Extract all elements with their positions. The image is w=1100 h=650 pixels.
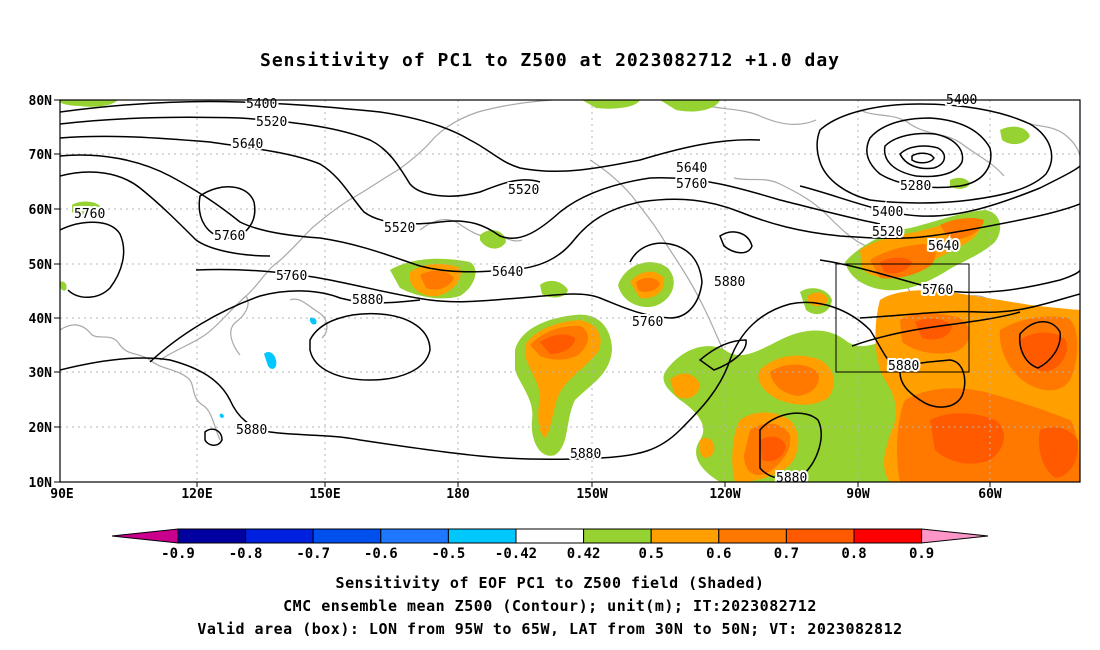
- colorbar-label: -0.5: [432, 546, 466, 562]
- colorbar: -0.9 -0.8 -0.7 -0.6 -0.5 -0.42 0.42 0.5 …: [111, 528, 989, 562]
- map-panel: 5400 5520 5640 5760 5760 5760 5520 5520 …: [59, 91, 1081, 488]
- lat-label: 70N: [29, 148, 53, 163]
- lon-label: 120E: [181, 487, 212, 502]
- contour-label: 5880: [570, 447, 601, 462]
- colorbar-label: -0.42: [495, 546, 537, 562]
- colorbar-cell: [515, 528, 585, 544]
- colorbar-cell: [583, 528, 652, 544]
- lon-label: 60W: [978, 487, 1002, 502]
- gridlines: [60, 100, 1080, 482]
- lon-label: 180: [446, 487, 470, 502]
- contour-label: 5880: [714, 275, 745, 290]
- colorbar-label: 0.5: [639, 546, 664, 562]
- colorbar-label: 0.7: [774, 546, 799, 562]
- colorbar-label: -0.8: [229, 546, 263, 562]
- z500-contours: [60, 100, 1080, 480]
- lon-label: 150E: [309, 487, 340, 502]
- contour-label: 5760: [632, 315, 663, 330]
- contour-label: 5520: [384, 221, 415, 236]
- contour-label: 5760: [922, 283, 953, 298]
- colorbar-cell: [177, 528, 247, 544]
- colorbar-cell: [785, 528, 855, 544]
- lat-label: 80N: [29, 94, 53, 109]
- contour-label: 5760: [214, 229, 245, 244]
- lon-label: 120W: [709, 487, 740, 502]
- colorbar-cell: [718, 528, 787, 544]
- lat-axis: 80N 70N 60N 50N 40N 30N 20N 10N: [29, 94, 53, 491]
- contour-label: 5760: [276, 269, 307, 284]
- contour-label: 5880: [888, 359, 919, 374]
- contour-label: 5520: [872, 225, 903, 240]
- contour-label: 5760: [676, 177, 707, 192]
- contour-label: 5400: [872, 205, 903, 220]
- contour-label: 5760: [74, 207, 105, 222]
- colorbar-cell: [312, 528, 382, 544]
- colorbar-label: -0.6: [364, 546, 398, 562]
- colorbar-label: 0.6: [706, 546, 731, 562]
- colorbar-label: 0.42: [567, 546, 601, 562]
- lat-label: 40N: [29, 312, 53, 327]
- contour-label: 5640: [492, 265, 523, 280]
- sensitivity-shading: [60, 100, 1080, 482]
- map-title: Sensitivity of PC1 to Z500 at 2023082712…: [259, 50, 840, 71]
- contour-label: 5280: [900, 179, 931, 194]
- lat-ticks: [54, 99, 60, 483]
- lon-ticks: [196, 482, 991, 487]
- map-frame: [59, 99, 1081, 483]
- colorbar-low-cap: [111, 528, 179, 544]
- lon-label: 90E: [50, 487, 73, 502]
- contour-label: 5880: [352, 293, 383, 308]
- colorbar-high-cap: [921, 528, 989, 544]
- contour-label: 5520: [508, 183, 539, 198]
- colorbar-label: -0.7: [296, 546, 330, 562]
- contour-labels: 5400 5520 5640 5760 5760 5760 5520 5520 …: [72, 91, 979, 488]
- colorbar-cell: [245, 528, 314, 544]
- colorbar-cell: [447, 528, 517, 544]
- caption-line-1: Sensitivity of EOF PC1 to Z500 field (Sh…: [335, 574, 765, 592]
- lat-label: 10N: [29, 476, 53, 491]
- caption-line-3: Valid area (box): LON from 95W to 65W, L…: [197, 620, 903, 638]
- lon-axis: 90E 120E 150E 180 150W 120W 90W 60W: [50, 487, 1002, 502]
- contour-label: 5400: [246, 97, 277, 112]
- lat-label: 60N: [29, 203, 53, 218]
- lat-label: 30N: [29, 366, 53, 381]
- lat-label: 20N: [29, 421, 53, 436]
- lon-label: 90W: [846, 487, 870, 502]
- contour-label: 5640: [232, 137, 263, 152]
- colorbar-label: 0.9: [909, 546, 934, 562]
- colorbar-cell: [650, 528, 720, 544]
- contour-label: 5880: [776, 471, 807, 486]
- lat-label: 50N: [29, 258, 53, 273]
- lon-label: 150W: [576, 487, 607, 502]
- contour-label: 5640: [928, 239, 959, 254]
- valid-area-box: [835, 263, 970, 373]
- colorbar-label: -0.9: [161, 546, 195, 562]
- contour-label: 5880: [236, 423, 267, 438]
- contour-label: 5520: [256, 115, 287, 130]
- colorbar-cell: [380, 528, 449, 544]
- caption-line-2: CMC ensemble mean Z500 (Contour); unit(m…: [283, 597, 817, 615]
- contour-label: 5640: [676, 161, 707, 176]
- colorbar-label: 0.8: [841, 546, 866, 562]
- colorbar-cell: [853, 528, 923, 544]
